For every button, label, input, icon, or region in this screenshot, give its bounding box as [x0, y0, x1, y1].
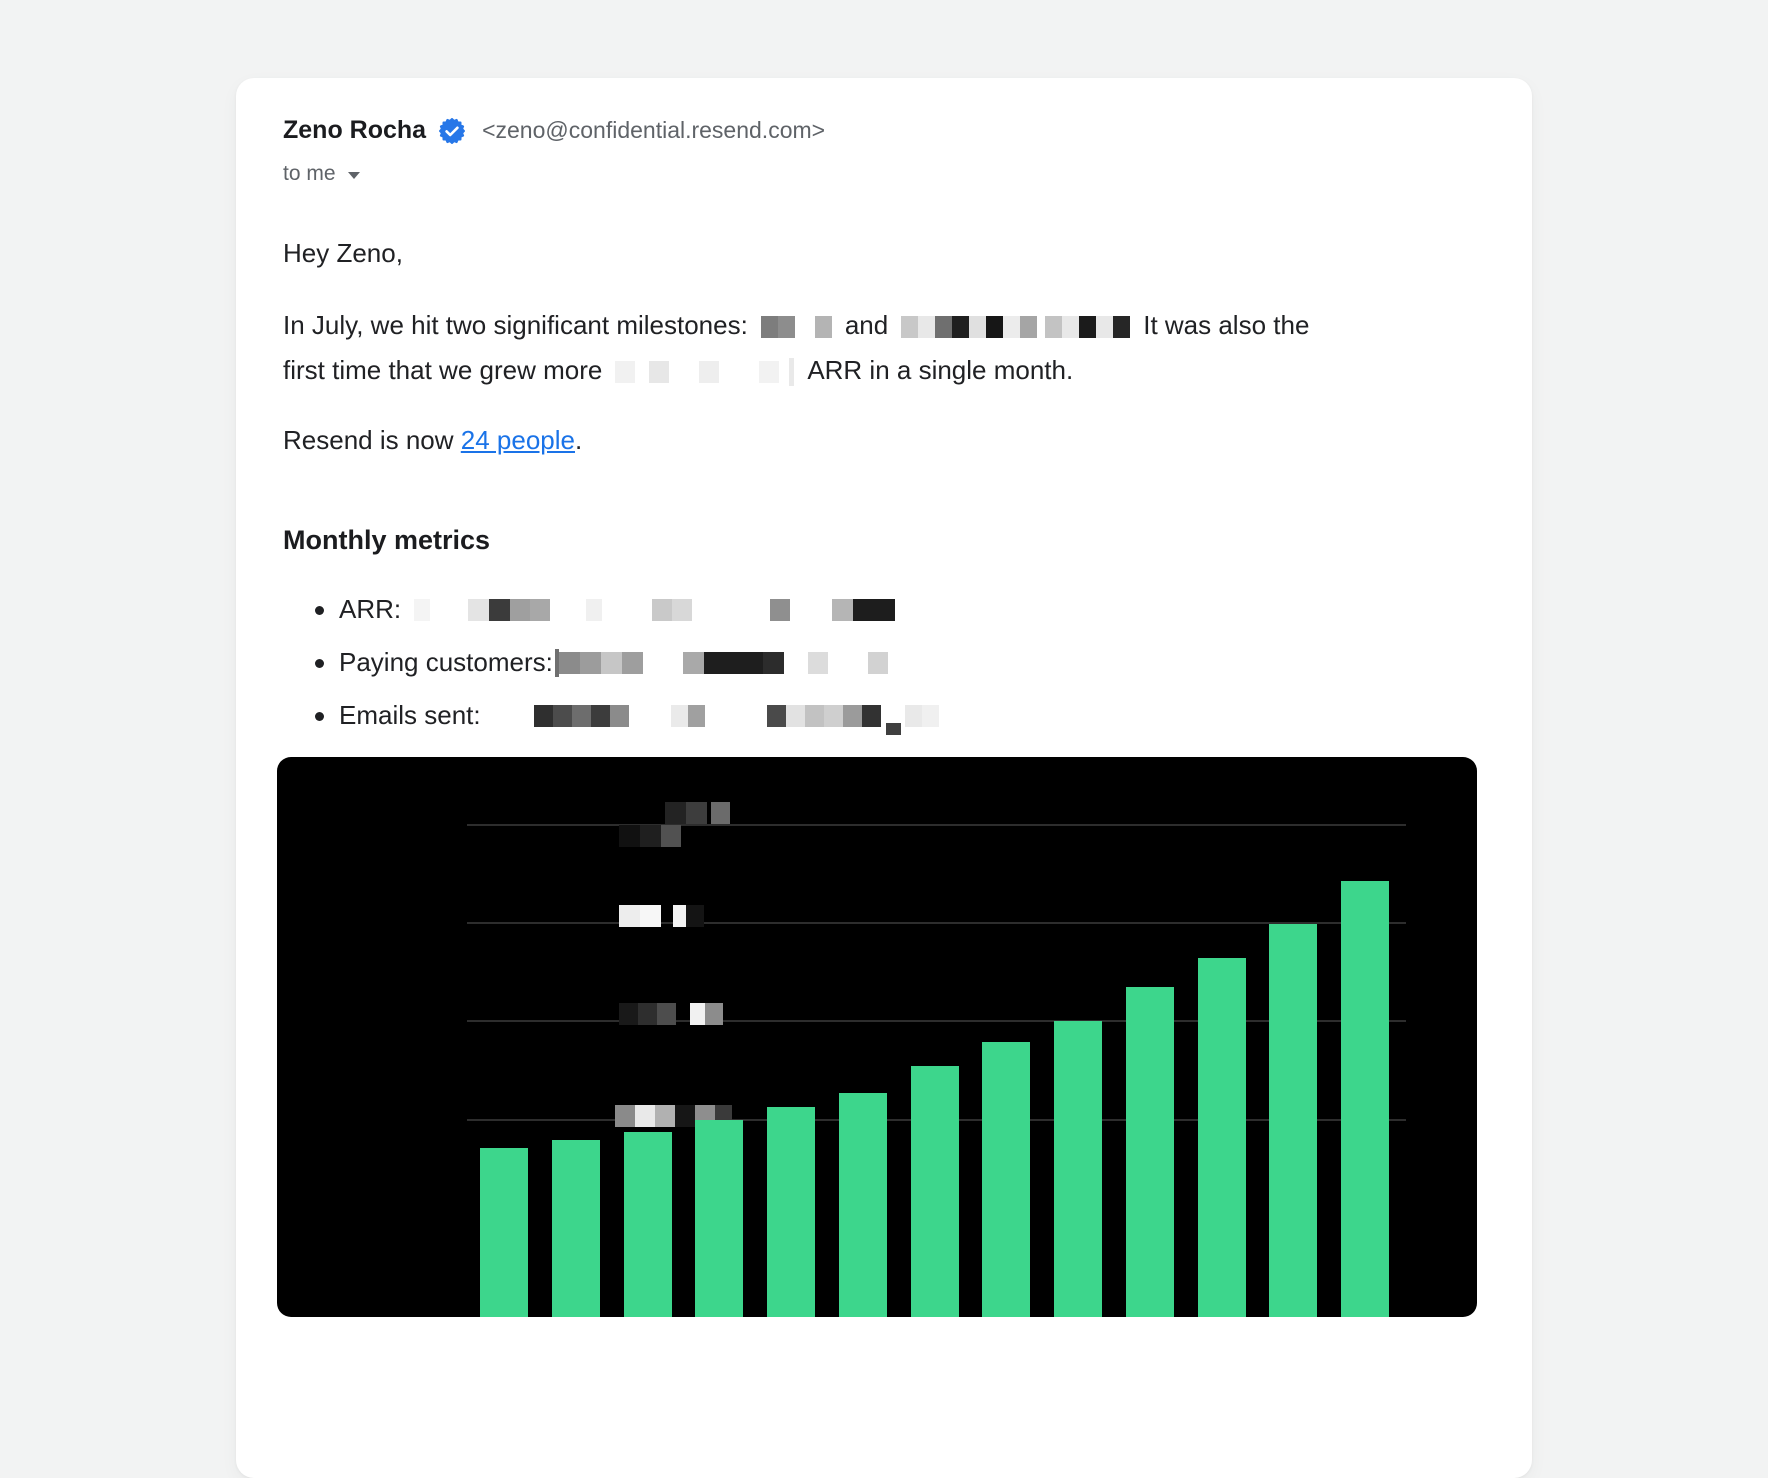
redaction-stray-block	[886, 723, 901, 735]
chart-bar	[695, 1120, 743, 1317]
redacted-axis-label	[665, 802, 730, 824]
paragraph-line-1: In July, we hit two significant mileston…	[283, 303, 1309, 348]
paragraph-line-2: first time that we grew more ARR in a sin…	[283, 348, 1309, 393]
redacted-milestone-2	[901, 316, 1131, 338]
metric-label: Emails sent:	[339, 700, 481, 730]
redacted-axis-label	[619, 905, 704, 927]
team-size-link[interactable]: 24 people	[460, 425, 575, 455]
sender-name: Zeno Rocha	[283, 116, 427, 144]
chart-gridline	[467, 824, 1406, 826]
metric-label: Paying customers:	[339, 647, 553, 677]
bullet-icon	[315, 658, 324, 668]
page: { "email": { "sender_name": "Zeno Rocha"…	[236, 78, 1532, 1478]
list-item-emails-sent: Emails sent:	[283, 689, 952, 742]
recipient-dropdown[interactable]: to me	[283, 162, 360, 186]
paragraph-text: In July, we hit two significant mileston…	[283, 310, 748, 340]
milestones-paragraph: In July, we hit two significant mileston…	[283, 303, 1309, 393]
redacted-axis-label	[619, 825, 681, 847]
paragraph-text: ARR in a single month.	[807, 355, 1074, 385]
chart-bar	[982, 1042, 1030, 1317]
sender-address: <zeno@confidential.resend.com>	[482, 117, 826, 143]
team-text: .	[575, 425, 583, 455]
redacted-milestone-1	[760, 316, 832, 338]
chart-bar	[911, 1066, 959, 1317]
paragraph-text: It was also the	[1143, 310, 1310, 340]
redacted-axis-label	[619, 1003, 723, 1025]
chart-bar	[1198, 958, 1246, 1317]
metrics-heading: Monthly metrics	[283, 525, 491, 555]
redacted-arr-value	[414, 598, 896, 621]
email-header: Zeno Rocha <zeno@confidential.resend.com…	[283, 116, 825, 145]
metrics-list: ARR: Paying customers: Emails sent:	[283, 583, 952, 742]
chart-bar	[1269, 924, 1317, 1317]
metric-label: ARR:	[339, 594, 402, 624]
chevron-down-icon	[347, 172, 360, 179]
chart-bar	[767, 1107, 815, 1317]
chart-bar	[480, 1148, 528, 1317]
chart-bar	[1341, 881, 1389, 1317]
paragraph-text: and	[844, 310, 889, 340]
chart-gridline	[467, 1020, 1406, 1022]
verified-badge-icon	[439, 117, 466, 144]
team-text: Resend is now	[283, 425, 461, 455]
recipient-label: to me	[283, 162, 336, 185]
redacted-customers-value	[554, 648, 888, 677]
list-item-paying-customers: Paying customers:	[283, 636, 952, 689]
paragraph-text: first time that we grew more	[283, 355, 603, 385]
bullet-icon	[315, 711, 324, 721]
chart-gridline	[467, 922, 1406, 924]
chart-bar	[1126, 987, 1174, 1317]
redacted-growth-amount	[615, 358, 795, 386]
metrics-chart	[277, 757, 1477, 1317]
team-size-line: Resend is now 24 people.	[283, 425, 582, 456]
chart-bar	[1054, 1021, 1102, 1317]
chart-bar	[552, 1140, 600, 1317]
greeting-text: Hey Zeno,	[283, 238, 403, 268]
redacted-emails-value	[533, 704, 939, 727]
bullet-icon	[315, 605, 324, 615]
email-card: Zeno Rocha <zeno@confidential.resend.com…	[236, 78, 1532, 1478]
chart-bar	[839, 1093, 887, 1317]
list-item-arr: ARR:	[283, 583, 952, 636]
